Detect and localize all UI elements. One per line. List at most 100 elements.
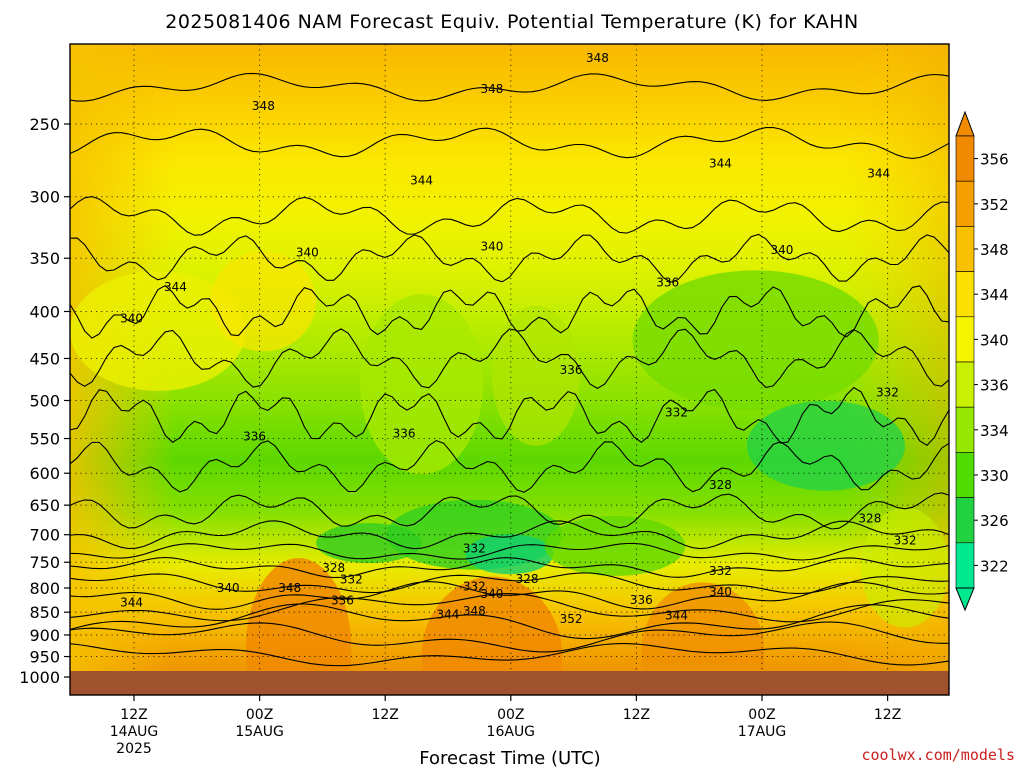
contour-label-text: 348 [252,99,275,113]
contour-line [70,556,949,579]
contour-label: 348 [480,82,503,96]
contour-label: 332 [463,579,486,593]
contour-label-text: 348 [463,604,486,618]
contour-line [70,603,949,640]
contour-label: 344 [665,608,688,622]
contour-label-text: 332 [665,405,688,419]
contour-label: 348 [252,99,275,113]
contour-label: 328 [858,511,881,525]
field-blob [861,507,949,628]
field-blob [491,305,580,446]
x-tick-label: 00Z [497,707,524,723]
x-tick-label: 15AUG [235,724,284,740]
contour-label-text: 348 [278,581,301,595]
y-tick-label: 350 [29,249,60,268]
y-tick-label: 250 [29,115,60,134]
contour-label-text: 344 [867,166,890,180]
contour-label: 344 [437,608,460,622]
contour-label: 340 [217,581,240,595]
y-tick-label: 700 [29,526,60,545]
contour-label-text: 332 [894,533,917,547]
field-blob [421,576,563,695]
colorbar-segment [955,542,975,589]
contour-label: 332 [340,572,363,586]
x-axis-label: Forecast Time (UTC) [419,748,600,768]
y-tick-label: 800 [29,579,60,598]
colorbar-label: 336 [980,377,1009,395]
contour-label: 336 [243,429,266,443]
contour-label: 340 [120,311,143,325]
contour-label-text: 328 [858,511,881,525]
contour-label-text: 344 [665,608,688,622]
contour-line [70,196,949,236]
y-tick-label: 1000 [19,668,60,687]
contour-label: 348 [278,581,301,595]
contour-label-text: 328 [516,572,539,586]
contour-label: 332 [894,533,917,547]
contour-label-text: 336 [393,426,416,440]
contour-label-text: 336 [630,593,653,607]
colorbar-label: 326 [980,512,1009,530]
contour-line [70,126,949,159]
colorbar-label: 344 [980,286,1009,304]
colorbar: 356 352 348 344 340 336 334 330 326 322 [955,110,1009,612]
colorbar-bottom-arrow [955,587,975,612]
y-tick-label: 300 [29,188,60,207]
contour-label-text: 328 [322,561,345,575]
contour-label-text: 332 [463,579,486,593]
contour-label: 328 [709,478,732,492]
x-tick-label: 12Z [623,707,650,723]
contour-line [70,233,949,283]
x-tick-label: 12Z [120,707,147,723]
contour-label-text: 344 [164,280,187,294]
contour-label-text: 336 [656,276,679,290]
contour-label-text: 348 [586,51,609,65]
contour-line [70,285,949,339]
field-blobs [70,251,949,695]
contour-label: 344 [120,596,143,610]
contour-label-text: 344 [709,156,732,170]
contour-label-text: 332 [876,385,899,399]
contour-line [70,593,949,623]
x-tick-label: 2025 [116,741,152,757]
contour-label-text: 328 [709,478,732,492]
contour-label: 336 [393,426,416,440]
contour-line [70,621,949,653]
contour-label-text: 332 [340,572,363,586]
colorbar-label: 322 [980,557,1009,575]
contour-lines [70,72,949,667]
contour-label: 332 [463,542,486,556]
contour-label: 336 [630,593,653,607]
contour-line [70,520,949,550]
contour-label-text: 340 [480,587,503,601]
contour-line [70,439,949,493]
contour-label-text: 340 [771,243,794,257]
field-blob [746,400,906,491]
plot-frame [69,43,950,696]
x-tick-label: 14AUG [110,724,159,740]
y-tick-label: 900 [29,626,60,645]
contour-label: 328 [322,561,345,575]
colorbar-label: 334 [980,422,1009,440]
contour-line [70,643,949,667]
contour-label-text: 344 [437,608,460,622]
contour-label: 328 [516,572,539,586]
contour-label: 340 [296,245,319,259]
field-blob [360,294,484,475]
colorbar-segment [955,452,975,498]
colorbar-segment [955,406,975,453]
y-tick-label: 500 [29,392,60,411]
contour-label: 336 [656,276,679,290]
contour-label-text: 344 [410,173,433,187]
contour-label: 340 [480,587,503,601]
colorbar-label: 340 [980,331,1009,349]
y-tick-label: 600 [29,464,60,483]
colorbar-segment [955,361,975,408]
colorbar-label: 352 [980,196,1009,214]
contour-label: 344 [410,173,433,187]
field-blob [632,270,879,411]
colorbar-segment [955,271,975,318]
